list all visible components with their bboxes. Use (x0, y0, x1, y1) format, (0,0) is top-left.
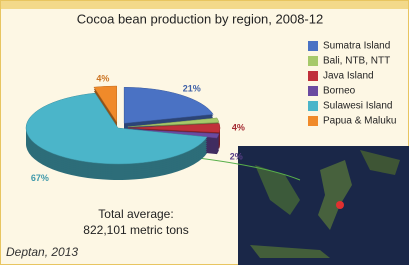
legend-label: Sumatra Island (323, 41, 390, 52)
legend-label: Borneo (323, 86, 356, 97)
annotation: Total average: (98, 207, 173, 221)
map-marker (336, 201, 344, 209)
value-label: 4% (96, 74, 109, 84)
legend-label: Bali, NTB, NTT (323, 56, 390, 67)
value-label: 2% (230, 152, 243, 162)
legend-label: Java Island (323, 71, 374, 82)
legend-swatch (308, 101, 318, 111)
annotation: 822,101 metric tons (83, 223, 188, 237)
legend-swatch (308, 41, 318, 51)
value-label: 21% (183, 83, 201, 93)
legend-swatch (308, 71, 318, 81)
legend-swatch (308, 116, 318, 126)
legend-label: Papua & Maluku (323, 116, 396, 127)
value-label: 67% (31, 173, 49, 183)
top-band (0, 0, 409, 9)
legend-swatch (308, 86, 318, 96)
chart: Cocoa bean production by region, 2008-12… (0, 0, 409, 265)
legend-swatch (308, 56, 318, 66)
source: Deptan, 2013 (6, 245, 78, 259)
legend-label: Sulawesi Island (323, 101, 392, 112)
chart-title: Cocoa bean production by region, 2008-12 (77, 11, 323, 26)
value-label: 4% (232, 122, 245, 132)
map-inset (238, 146, 409, 265)
